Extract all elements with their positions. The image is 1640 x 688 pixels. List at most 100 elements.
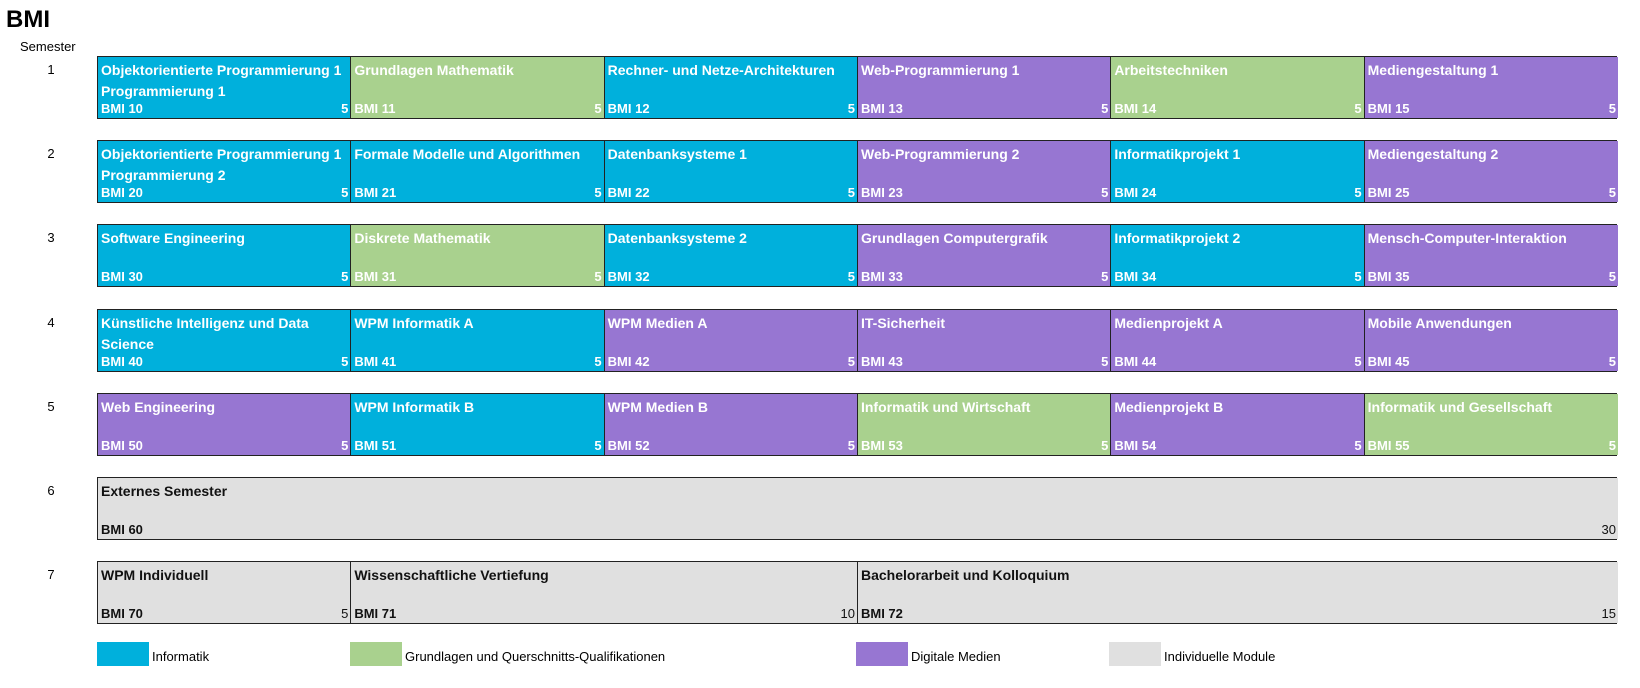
module-credits: 5 (594, 438, 602, 453)
module-title: Web-Programmierung 2 (860, 146, 1020, 162)
module-credits: 5 (847, 269, 855, 284)
module-cell: Grundlagen Computergrafik BMI 33 5 (857, 225, 1112, 286)
module-code: BMI 24 (1114, 185, 1157, 200)
module-cell: Medienprojekt A BMI 44 5 (1111, 310, 1365, 371)
module-code: BMI 23 (860, 185, 903, 200)
module-cell: Mediengestaltung 2 BMI 25 5 (1364, 141, 1618, 202)
module-credits: 5 (1354, 354, 1362, 369)
module-cell: Diskrete Mathematik BMI 31 5 (351, 225, 605, 286)
module-cell: Mediengestaltung 1 BMI 15 5 (1364, 57, 1618, 118)
module-credits: 5 (341, 101, 349, 116)
module-cell: Web-Programmierung 2 BMI 23 5 (857, 141, 1112, 202)
module-credits: 10 (840, 606, 855, 621)
module-credits: 5 (341, 606, 349, 621)
module-credits: 5 (1101, 185, 1109, 200)
module-code: BMI 30 (101, 269, 143, 284)
module-cell: WPM Individuell BMI 70 5 (98, 562, 352, 623)
module-title: Bachelorarbeit und Kolloquium (860, 567, 1070, 583)
module-code: BMI 22 (607, 185, 650, 200)
module-credits: 5 (594, 269, 602, 284)
legend-swatch (1109, 642, 1161, 666)
module-code: BMI 51 (354, 438, 397, 453)
module-code: BMI 60 (101, 522, 143, 537)
module-code: BMI 15 (1367, 101, 1410, 116)
module-code: BMI 14 (1114, 101, 1157, 116)
module-code: BMI 70 (101, 606, 143, 621)
module-code: BMI 13 (860, 101, 903, 116)
module-cell: IT-Sicherheit BMI 43 5 (857, 310, 1112, 371)
module-title: Wissenschaftliche Vertiefung (354, 567, 549, 583)
module-title: Künstliche Intelligenz und Data Science (101, 315, 309, 352)
legend-swatch (350, 642, 402, 666)
module-cell: Rechner- und Netze-Architekturen BMI 12 5 (604, 57, 858, 118)
module-cell: Web-Programmierung 1 BMI 13 5 (857, 57, 1112, 118)
semester-number: 2 (47, 146, 55, 161)
module-cell: Künstliche Intelligenz und Data Science B… (98, 310, 352, 371)
module-cell: WPM Informatik A BMI 41 5 (351, 310, 605, 371)
module-credits: 5 (847, 438, 855, 453)
module-credits: 5 (1354, 185, 1362, 200)
module-credits: 5 (1608, 269, 1616, 284)
module-title: Mediengestaltung 1 (1367, 62, 1499, 78)
module-title: Arbeitstechniken (1114, 62, 1228, 78)
module-title: Datenbanksysteme 2 (607, 230, 747, 246)
module-code: BMI 52 (607, 438, 650, 453)
module-title: Informatikprojekt 2 (1114, 230, 1241, 246)
module-title: Mensch-Computer-Interaktion (1367, 230, 1567, 246)
module-cell: Informatik und Wirtschaft BMI 53 5 (857, 394, 1112, 455)
module-credits: 5 (847, 354, 855, 369)
module-title: Web Engineering (101, 399, 216, 415)
module-title: Informatik und Gesellschaft (1367, 399, 1553, 415)
page-title: BMI (6, 6, 50, 33)
module-code: BMI 32 (607, 269, 650, 284)
module-credits: 5 (341, 354, 349, 369)
module-code: BMI 50 (101, 438, 143, 453)
module-cell: Mobile Anwendungen BMI 45 5 (1364, 310, 1618, 371)
module-title: Software Engineering (101, 230, 245, 246)
legend-label: Informatik (152, 649, 210, 664)
module-code: BMI 53 (860, 438, 903, 453)
semester-row: Externes Semester BMI 60 30 (97, 477, 1618, 540)
module-title: Medienprojekt A (1114, 315, 1223, 331)
semester-number: 6 (47, 483, 55, 498)
semester-number: 4 (47, 315, 55, 330)
module-code: BMI 33 (860, 269, 903, 284)
semester-row: Objektorientierte Programmierung 1 Progr… (97, 140, 1618, 203)
module-cell: Datenbanksysteme 1 BMI 22 5 (604, 141, 858, 202)
module-cell: Bachelorarbeit und Kolloquium BMI 72 15 (857, 562, 1618, 623)
module-title: IT-Sicherheit (860, 315, 946, 331)
module-code: BMI 41 (354, 354, 397, 369)
module-code: BMI 72 (860, 606, 903, 621)
module-cell: Wissenschaftliche Vertiefung BMI 71 10 (351, 562, 858, 623)
module-title: WPM Individuell (101, 567, 209, 583)
module-code: BMI 34 (1114, 269, 1157, 284)
module-code: BMI 35 (1367, 269, 1410, 284)
module-code: BMI 10 (101, 101, 143, 116)
module-cell: Formale Modelle und Algorithmen BMI 21 5 (351, 141, 605, 202)
module-code: BMI 21 (354, 185, 397, 200)
module-cell: Grundlagen Mathematik BMI 11 5 (351, 57, 605, 118)
module-code: BMI 71 (354, 606, 397, 621)
module-credits: 5 (341, 269, 349, 284)
module-code: BMI 31 (354, 269, 397, 284)
module-cell: Medienprojekt B BMI 54 5 (1111, 394, 1365, 455)
module-cell: Externes Semester BMI 60 30 (98, 478, 1618, 539)
module-title: Diskrete Mathematik (354, 230, 491, 246)
module-title: WPM Medien A (607, 315, 708, 331)
module-credits: 5 (341, 185, 349, 200)
module-credits: 5 (1101, 269, 1109, 284)
module-cell: Objektorientierte Programmierung 1 Progr… (98, 141, 352, 202)
module-cell: WPM Medien A BMI 42 5 (604, 310, 858, 371)
module-code: BMI 11 (354, 101, 396, 116)
module-title: Datenbanksysteme 1 (607, 146, 747, 162)
module-credits: 5 (341, 438, 349, 453)
module-title: Mediengestaltung 2 (1367, 146, 1499, 162)
module-cell: Web Engineering BMI 50 5 (98, 394, 352, 455)
module-title: WPM Informatik A (354, 315, 474, 331)
module-credits: 5 (1354, 438, 1362, 453)
module-title: Web-Programmierung 1 (860, 62, 1020, 78)
module-cell: Software Engineering BMI 30 5 (98, 225, 352, 286)
semester-row: Software Engineering BMI 30 5 Diskrete Math… (97, 224, 1618, 287)
module-cell: Datenbanksysteme 2 BMI 32 5 (604, 225, 858, 286)
module-code: BMI 45 (1367, 354, 1410, 369)
